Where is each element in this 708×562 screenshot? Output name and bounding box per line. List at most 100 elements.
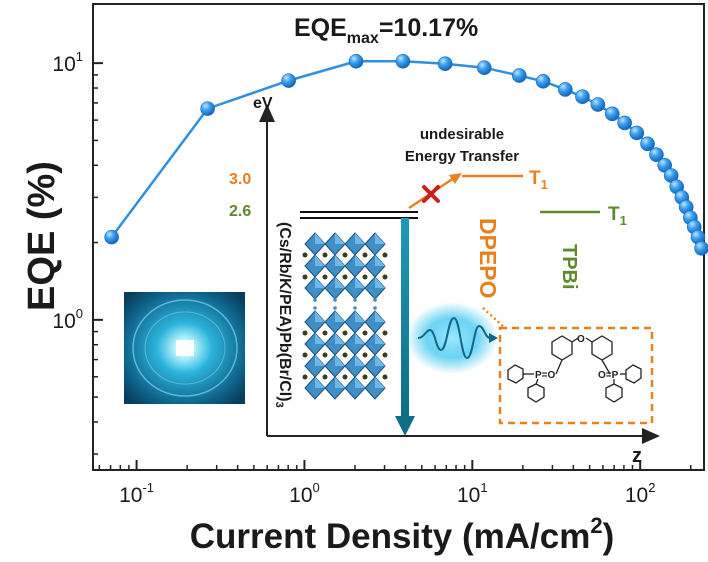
a-site-cation — [322, 374, 328, 380]
spacer-atom — [373, 306, 377, 310]
data-point — [281, 73, 296, 88]
tpbi-t1-label: T1 — [608, 204, 627, 228]
a-site-cation — [382, 274, 388, 280]
a-site-cation — [362, 274, 368, 280]
data-point — [476, 60, 492, 76]
octahedron-facet — [355, 255, 365, 266]
a-site-cation — [302, 352, 308, 358]
a-site-cation — [342, 352, 348, 358]
chart-title: EQEmax=10.17% — [294, 14, 478, 47]
a-site-cation — [302, 374, 308, 380]
a-site-cation — [302, 330, 308, 336]
spacer-atom — [333, 298, 337, 302]
blocked-cross-icon — [422, 185, 440, 203]
data-point — [395, 53, 411, 69]
octahedron-facet — [335, 311, 345, 322]
octahedron-facet — [335, 377, 345, 388]
data-point — [640, 136, 655, 152]
dpepo-t1-label: T1 — [529, 168, 548, 192]
octahedron-facet — [375, 277, 385, 288]
emission-wave-arrowhead — [489, 333, 498, 343]
x-tick-label: 100 — [289, 480, 320, 507]
emission-wave-icon — [417, 316, 491, 360]
octahedron-facet — [315, 377, 325, 388]
a-site-cation — [322, 274, 328, 280]
y-tick-label: 101 — [52, 49, 83, 76]
x-tick-label: 10-1 — [119, 480, 154, 507]
data-point — [511, 68, 527, 83]
dpepo-label: DPEPO — [475, 218, 501, 299]
perovskite-lattice — [302, 232, 388, 400]
octahedron-facet — [355, 355, 365, 366]
octahedron-facet — [375, 333, 385, 344]
transfer-arrowhead — [449, 173, 462, 184]
a-site-cation — [362, 374, 368, 380]
emission-arrow-shaft — [401, 218, 409, 418]
a-site-cation — [302, 274, 308, 280]
a-site-cation — [302, 252, 308, 258]
data-point — [535, 73, 551, 89]
a-site-cation — [362, 352, 368, 358]
energy-level-2-6: 2.6 — [229, 203, 251, 220]
octahedron-facet — [375, 255, 385, 266]
data-point — [200, 101, 215, 116]
octahedron-facet — [355, 377, 365, 388]
inset-ev-label: eV — [253, 95, 273, 112]
data-point — [604, 106, 620, 122]
octahedron-facet — [375, 233, 385, 244]
a-site-cation — [322, 252, 328, 258]
data-point — [104, 229, 119, 245]
spacer-atom — [333, 306, 337, 310]
octahedron-facet — [355, 277, 365, 288]
octahedron-facet — [335, 255, 345, 266]
axis-ticks: 10-1 100 101 102 100 101 — [52, 49, 692, 507]
a-site-cation — [342, 374, 348, 380]
transfer-label-line1: undesirable — [420, 126, 504, 143]
octahedron-facet — [315, 311, 325, 322]
octahedron-facet — [355, 233, 365, 244]
data-point — [348, 53, 364, 69]
device-photo — [124, 292, 245, 404]
a-site-cation — [382, 374, 388, 380]
emission-glow — [406, 302, 498, 374]
x-axis-title: Current Density (mA/cm2) — [190, 513, 615, 556]
a-site-cation — [362, 252, 368, 258]
octahedron-facet — [315, 255, 325, 266]
octahedron-facet — [335, 233, 345, 244]
octahedron-facet — [335, 277, 345, 288]
phosphine-oxide-left: P=O — [535, 370, 556, 381]
y-tick-label: 100 — [52, 306, 83, 333]
spacer-atom — [353, 306, 357, 310]
structure-connector — [482, 307, 508, 331]
octahedron-facet — [355, 311, 365, 322]
octahedron-facet — [335, 355, 345, 366]
data-point — [617, 115, 632, 131]
octahedron-facet — [355, 333, 365, 344]
data-point — [437, 56, 453, 72]
data-point — [629, 125, 645, 141]
data-point — [557, 82, 573, 97]
octahedron-facet — [375, 311, 385, 322]
dpepo-structure-box — [498, 326, 654, 425]
perovskite-label: (Cs/Rb/K/PEA)Pb(Br/Cl)3 — [273, 222, 293, 408]
a-site-cation — [382, 252, 388, 258]
a-site-cation — [322, 330, 328, 336]
data-point — [694, 240, 708, 256]
x-tick-label: 101 — [457, 480, 488, 507]
a-site-cation — [342, 274, 348, 280]
a-site-cation — [342, 252, 348, 258]
eqe-series — [104, 53, 708, 256]
data-point — [575, 89, 590, 105]
dpepo-structure-icon — [507, 335, 642, 403]
ether-oxygen-label: O — [577, 334, 585, 345]
octahedron-facet — [335, 333, 345, 344]
octahedron-facet — [315, 277, 325, 288]
spacer-atom — [313, 298, 317, 302]
octahedron-facet — [375, 377, 385, 388]
phosphine-oxide-right: O=P — [598, 370, 619, 381]
spacer-atom — [373, 298, 377, 302]
data-point — [649, 147, 664, 162]
tpbi-label: TPBi — [558, 244, 580, 290]
